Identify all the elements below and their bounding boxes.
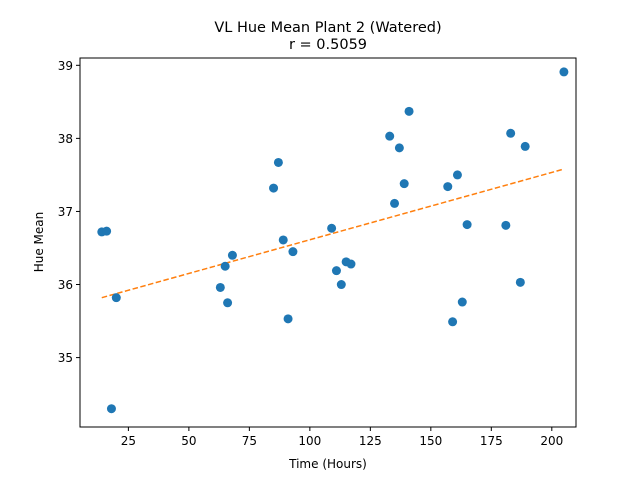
- data-point: [331, 266, 341, 276]
- x-axis: 25 50 75 100 125 150 175 200: [121, 427, 563, 448]
- y-tick-label: 38: [58, 132, 73, 146]
- data-point: [227, 250, 237, 260]
- data-point: [215, 282, 225, 292]
- x-tick-label: 25: [121, 434, 136, 448]
- data-point: [283, 314, 293, 324]
- data-point: [106, 404, 116, 414]
- data-point: [288, 247, 298, 257]
- data-point: [399, 179, 409, 189]
- data-point: [404, 106, 414, 116]
- chart-title: VL Hue Mean Plant 2 (Watered): [214, 20, 441, 36]
- x-tick-label: 75: [242, 434, 257, 448]
- data-point: [506, 128, 516, 138]
- x-tick-label: 175: [480, 434, 503, 448]
- data-point: [220, 261, 230, 271]
- data-point: [448, 317, 458, 327]
- plot-area-frame: [79, 57, 577, 428]
- data-point: [501, 220, 511, 230]
- data-point: [111, 293, 121, 303]
- data-point: [394, 143, 404, 153]
- x-tick-label: 100: [298, 434, 321, 448]
- data-point: [346, 259, 356, 269]
- data-point: [223, 298, 233, 308]
- y-axis: 35 36 37 38 39: [58, 59, 80, 365]
- data-point: [559, 67, 569, 77]
- y-tick-label: 36: [58, 278, 73, 292]
- x-tick-label: 125: [359, 434, 382, 448]
- data-point: [273, 157, 283, 167]
- x-tick-label: 150: [419, 434, 442, 448]
- x-tick-label: 50: [181, 434, 196, 448]
- data-point: [269, 183, 279, 193]
- y-tick-label: 39: [58, 59, 73, 73]
- data-point: [520, 141, 530, 151]
- data-point: [102, 226, 112, 236]
- x-tick-label: 200: [540, 434, 563, 448]
- data-point: [462, 220, 472, 230]
- chart-subtitle: r = 0.5059: [289, 37, 367, 53]
- data-point: [390, 198, 400, 208]
- data-point: [443, 182, 453, 192]
- data-point: [515, 277, 525, 287]
- data-point: [457, 297, 467, 307]
- y-tick-label: 35: [58, 351, 73, 365]
- y-tick-label: 37: [58, 205, 73, 219]
- x-axis-label: Time (Hours): [288, 457, 367, 471]
- points-layer: [97, 67, 569, 414]
- data-point: [327, 223, 337, 233]
- data-point: [452, 170, 462, 180]
- y-axis-label: Hue Mean: [32, 212, 46, 273]
- data-point: [385, 131, 395, 141]
- data-point: [336, 280, 346, 290]
- data-point: [278, 235, 288, 245]
